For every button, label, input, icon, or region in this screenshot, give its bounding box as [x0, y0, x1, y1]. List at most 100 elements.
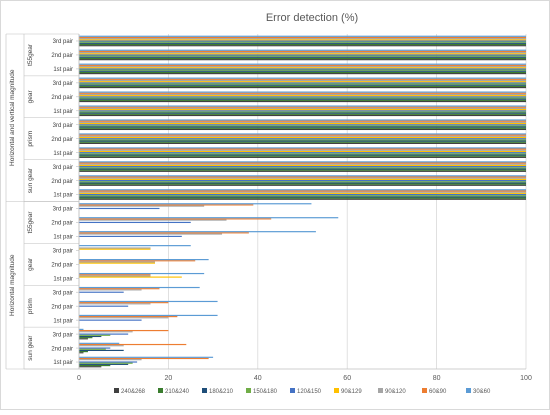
bar-210&240: [79, 364, 111, 367]
legend-swatch: [466, 388, 471, 393]
chart-title: Error detection (%): [266, 12, 358, 24]
bar-150&180: [79, 167, 526, 169]
bar-30&60: [79, 217, 339, 219]
bar-60&90: [79, 176, 526, 178]
bar-60&90: [79, 329, 169, 332]
bar-30&60: [79, 203, 312, 205]
bar-90&120: [79, 233, 223, 235]
bar-150&180: [79, 41, 526, 43]
bar-90&129: [79, 262, 155, 264]
bar-60&90: [79, 134, 526, 136]
bar-90&120: [79, 261, 155, 263]
bar-30&60: [79, 63, 526, 65]
bar-90&129: [79, 109, 526, 111]
bar-240&268: [79, 366, 102, 368]
x-tick-label: 80: [433, 375, 441, 382]
legend-label: 180&210: [209, 389, 234, 395]
legend-swatch: [422, 388, 427, 393]
x-tick-label: 0: [77, 375, 81, 382]
bar-150&180: [79, 195, 526, 197]
row-label: 2nd pair: [51, 346, 73, 352]
bar-90&129: [79, 122, 526, 125]
legend-label: 240&268: [121, 389, 146, 395]
bar-60&90: [79, 316, 178, 318]
bar-90&129: [79, 192, 526, 194]
bar-150&180: [79, 334, 111, 336]
bar-90&120: [79, 345, 124, 347]
bar-210&240: [79, 85, 526, 87]
bar-60&90: [79, 64, 526, 66]
legend-label: 120&150: [297, 389, 322, 395]
bar-120&150: [79, 96, 526, 98]
bar-90&120: [79, 79, 526, 82]
bar-60&90: [79, 36, 526, 39]
bar-180&210: [79, 182, 526, 184]
row-label: 2nd pair: [51, 53, 73, 59]
row-label: 1st pair: [53, 276, 73, 282]
bar-30&60: [79, 342, 120, 344]
bar-150&180: [79, 69, 526, 71]
bar-210&240: [79, 155, 526, 157]
bar-180&210: [79, 112, 526, 114]
bar-120&150: [79, 221, 191, 224]
bar-90&120: [79, 51, 526, 54]
row-label: 2nd pair: [51, 263, 73, 269]
bar-150&180: [79, 348, 106, 350]
row-label: 1st pair: [53, 360, 73, 366]
bar-150&180: [79, 153, 526, 155]
bar-90&129: [79, 67, 526, 69]
subgroup-label: prism: [27, 298, 34, 314]
bar-120&150: [79, 54, 526, 56]
bar-60&90: [79, 162, 526, 164]
bar-120&150: [79, 82, 526, 84]
bar-60&90: [79, 232, 249, 234]
bar-180&210: [79, 42, 526, 44]
row-label: 3rd pair: [53, 39, 73, 45]
bar-120&150: [79, 291, 124, 293]
bar-240&268: [79, 338, 88, 340]
row-label: 2nd pair: [51, 179, 73, 185]
x-tick-label: 100: [520, 375, 532, 382]
legend-swatch: [290, 388, 295, 393]
legend-label: 210&240: [165, 389, 190, 395]
bar-120&150: [79, 207, 160, 210]
bar-180&210: [79, 98, 526, 100]
bar-30&60: [79, 245, 191, 247]
bar-30&60: [79, 161, 526, 163]
bar-90&129: [79, 39, 526, 41]
bar-90&120: [79, 205, 205, 207]
bar-120&150: [79, 40, 526, 42]
bar-120&150: [79, 110, 526, 112]
bar-90&120: [79, 93, 526, 96]
row-label: 3rd pair: [53, 332, 73, 338]
bar-90&120: [79, 177, 526, 179]
bar-60&90: [79, 260, 196, 262]
bar-90&129: [79, 150, 526, 153]
bar-180&210: [79, 196, 526, 198]
bar-90&129: [79, 248, 151, 250]
row-label: 1st pair: [53, 109, 73, 115]
bar-120&150: [79, 124, 526, 126]
legend-label: 30&60: [473, 389, 491, 395]
bar-120&150: [79, 333, 129, 335]
bar-90&129: [79, 178, 526, 180]
bar-30&60: [79, 356, 214, 358]
bar-60&90: [79, 106, 526, 108]
bar-30&60: [79, 147, 526, 149]
bar-210&240: [79, 71, 526, 74]
row-label: 3rd pair: [53, 81, 73, 87]
bar-150&180: [79, 83, 526, 85]
bar-120&150: [79, 68, 526, 70]
row-label: 1st pair: [53, 193, 73, 199]
bar-240&268: [79, 59, 526, 61]
bar-120&150: [79, 305, 129, 307]
subgroup-label: gear: [27, 89, 34, 103]
bar-180&210: [79, 168, 526, 170]
row-label: 3rd pair: [53, 290, 73, 296]
bar-120&150: [79, 361, 138, 363]
bar-150&180: [79, 139, 526, 141]
legend-swatch: [334, 388, 339, 393]
bar-60&90: [79, 204, 254, 206]
bar-90&120: [79, 65, 526, 68]
